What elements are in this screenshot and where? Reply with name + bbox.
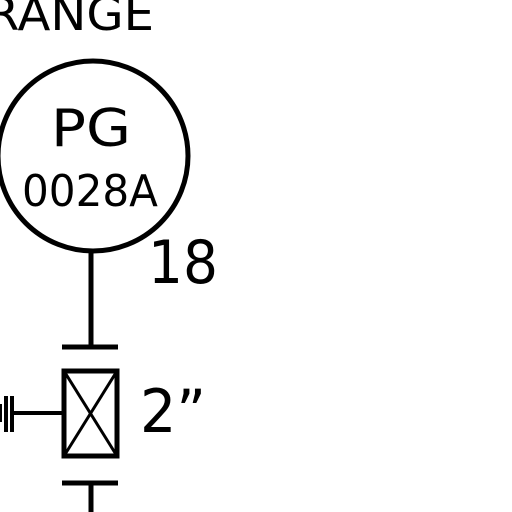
instrument-tag-type: PG bbox=[51, 99, 131, 159]
valve-handle bbox=[0, 396, 64, 432]
instrument-tag-number: 0028A bbox=[22, 166, 158, 217]
gate-valve[interactable] bbox=[61, 368, 120, 459]
header-label: RANGE bbox=[0, 0, 154, 41]
instrument-bubble bbox=[0, 58, 191, 254]
connection-number: 18 bbox=[148, 228, 218, 298]
valve-diagonal-b bbox=[62, 370, 119, 457]
pressure-gauge-instrument[interactable]: PG 0028A bbox=[0, 58, 191, 254]
valve-size-label: 2” bbox=[140, 377, 206, 447]
